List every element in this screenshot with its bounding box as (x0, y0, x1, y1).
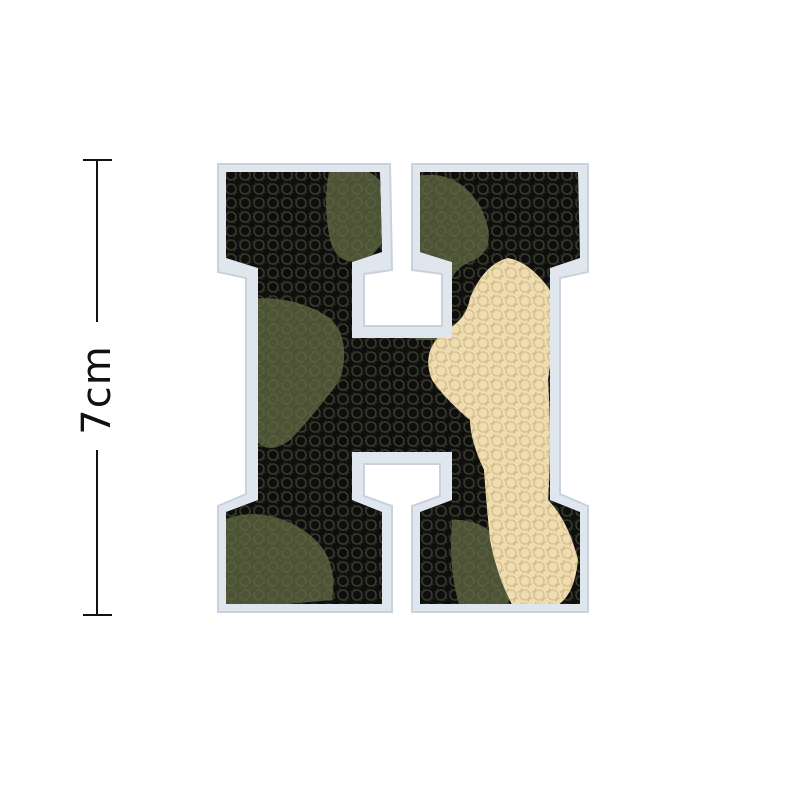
chenille-letter-h (226, 172, 580, 604)
ruler-lines (83, 159, 112, 616)
size-ruler: 7cm (0, 0, 200, 800)
